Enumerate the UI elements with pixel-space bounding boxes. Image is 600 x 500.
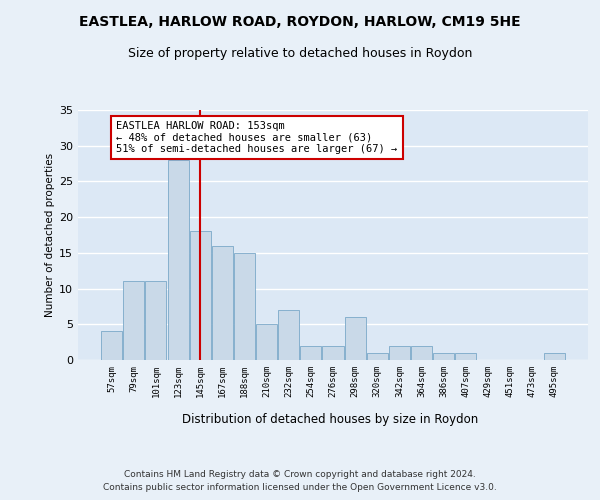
Text: EASTLEA HARLOW ROAD: 153sqm
← 48% of detached houses are smaller (63)
51% of sem: EASTLEA HARLOW ROAD: 153sqm ← 48% of det… xyxy=(116,120,397,154)
Text: EASTLEA, HARLOW ROAD, ROYDON, HARLOW, CM19 5HE: EASTLEA, HARLOW ROAD, ROYDON, HARLOW, CM… xyxy=(79,15,521,29)
Bar xyxy=(167,160,188,360)
Bar xyxy=(367,353,388,360)
Bar xyxy=(124,282,145,360)
Bar xyxy=(278,310,299,360)
Bar xyxy=(234,253,255,360)
Bar xyxy=(344,317,365,360)
Bar xyxy=(145,282,166,360)
Text: Contains HM Land Registry data © Crown copyright and database right 2024.
Contai: Contains HM Land Registry data © Crown c… xyxy=(103,470,497,492)
Bar xyxy=(301,346,322,360)
Bar xyxy=(101,332,122,360)
Bar xyxy=(455,353,476,360)
Text: Distribution of detached houses by size in Roydon: Distribution of detached houses by size … xyxy=(182,412,478,426)
Bar xyxy=(433,353,454,360)
Bar xyxy=(411,346,432,360)
Text: Size of property relative to detached houses in Roydon: Size of property relative to detached ho… xyxy=(128,48,472,60)
Bar xyxy=(322,346,344,360)
Bar xyxy=(212,246,233,360)
Bar xyxy=(544,353,565,360)
Bar xyxy=(256,324,277,360)
Bar xyxy=(389,346,410,360)
Bar xyxy=(190,232,211,360)
Y-axis label: Number of detached properties: Number of detached properties xyxy=(45,153,55,317)
